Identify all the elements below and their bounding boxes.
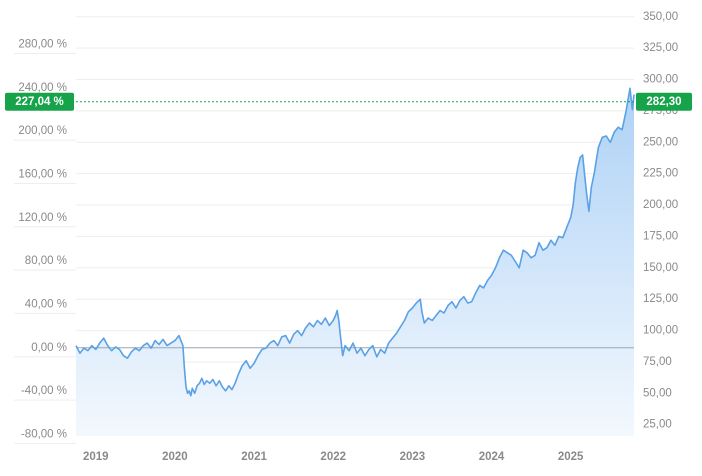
- y-right-tick-label: 25,00: [643, 419, 672, 431]
- y-right-tick-label: 300,00: [643, 74, 678, 86]
- y-right-tick-label: 325,00: [643, 42, 678, 54]
- x-tick-label: 2021: [241, 451, 267, 463]
- y-left-tick-label: 280,00 %: [18, 38, 67, 50]
- x-tick-label: 2019: [83, 451, 109, 463]
- current-pct-label: 227,04 %: [15, 96, 64, 108]
- current-pct-badge: [5, 92, 74, 111]
- y-left-tick-label: 160,00 %: [18, 168, 67, 180]
- y-right-tick-label: 200,00: [643, 199, 678, 211]
- y-left-tick-label: -80,00 %: [21, 428, 67, 440]
- y-left-tick-label: 0,00 %: [31, 342, 67, 354]
- y-left-tick-label: 80,00 %: [25, 255, 67, 267]
- y-right-tick-label: 125,00: [643, 293, 678, 305]
- axis-ticks: 350,00325,00300,00275,00250,00225,00200,…: [18, 11, 678, 463]
- y-left-tick-label: 200,00 %: [18, 125, 67, 137]
- y-right-tick-label: 150,00: [643, 262, 678, 274]
- x-tick-label: 2025: [558, 451, 584, 463]
- y-right-tick-label: 250,00: [643, 136, 678, 148]
- price-series-line: [75, 87, 635, 397]
- price-area-fill: [76, 88, 634, 437]
- current-value-markers: 227,04 % 282,30: [5, 92, 692, 111]
- current-price-label: 282,30: [646, 96, 681, 108]
- x-tick-label: 2020: [162, 451, 188, 463]
- y-left-tick-label: -40,00 %: [21, 385, 67, 397]
- y-right-tick-label: 100,00: [643, 325, 678, 337]
- area-layer: [75, 87, 635, 437]
- y-right-tick-label: 350,00: [643, 11, 678, 23]
- y-left-tick-label: 40,00 %: [25, 298, 67, 310]
- y-right-tick-label: 50,00: [643, 387, 672, 399]
- y-right-tick-label: 225,00: [643, 168, 678, 180]
- y-right-tick-label: 175,00: [643, 230, 678, 242]
- y-left-tick-label: 120,00 %: [18, 212, 67, 224]
- y-right-tick-label: 75,00: [643, 356, 672, 368]
- y-left-tick-label: 240,00 %: [18, 82, 67, 94]
- x-tick-label: 2022: [320, 451, 346, 463]
- x-tick-label: 2024: [479, 451, 505, 463]
- current-price-badge: [636, 92, 692, 111]
- x-tick-label: 2023: [400, 451, 426, 463]
